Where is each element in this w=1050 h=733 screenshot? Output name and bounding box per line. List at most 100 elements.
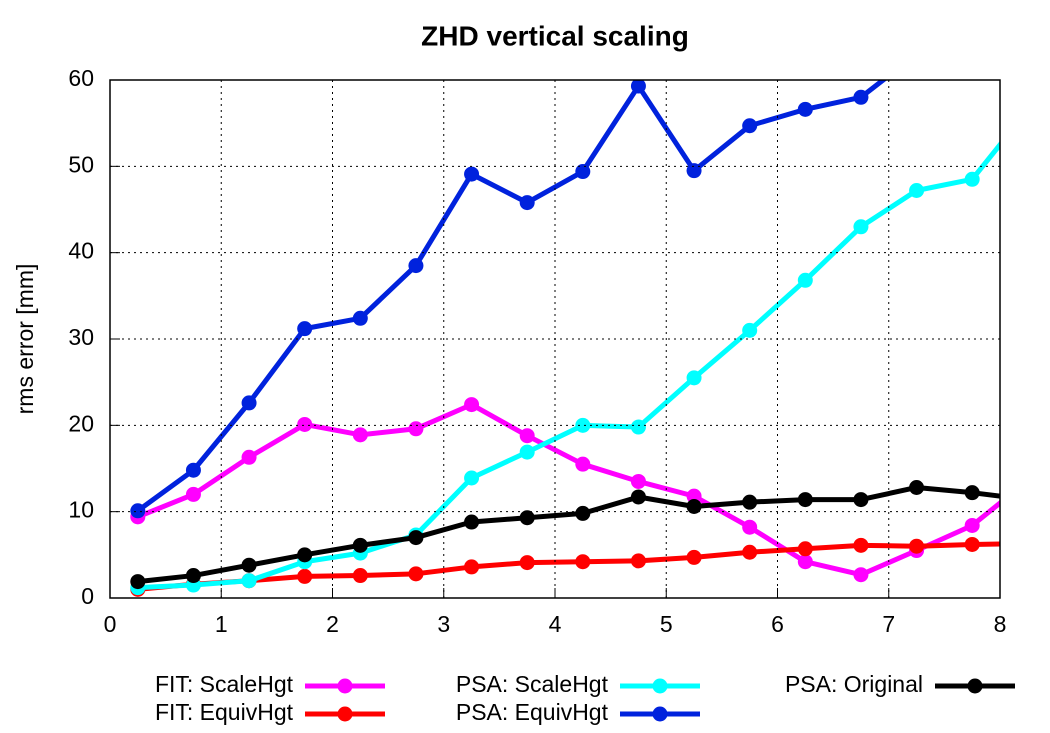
y-axis-label: rms error [mm] — [12, 264, 38, 415]
data-point — [352, 568, 368, 584]
data-point — [575, 417, 591, 433]
y-tick-label: 50 — [68, 151, 94, 177]
data-point — [853, 567, 869, 583]
data-point — [519, 444, 535, 460]
data-point — [797, 101, 813, 117]
data-point — [464, 397, 480, 413]
data-point — [1020, 492, 1035, 507]
data-point — [1020, 473, 1035, 488]
y-tick-label: 40 — [68, 238, 94, 264]
plot-frame — [109, 79, 1001, 599]
data-point — [464, 166, 480, 182]
data-point — [575, 505, 591, 521]
data-point — [130, 503, 146, 519]
data-point — [686, 488, 702, 504]
legend-label: PSA: ScaleHgt — [456, 671, 609, 697]
x-tick-label: 7 — [882, 611, 895, 637]
legend-label: PSA: EquivHgt — [456, 699, 609, 725]
data-point — [630, 489, 646, 505]
x-tick-label: 3 — [437, 611, 450, 637]
data-point — [241, 395, 257, 411]
legend-label: FIT: EquivHgt — [155, 699, 294, 725]
data-point — [575, 456, 591, 472]
data-point — [742, 544, 758, 560]
data-point — [630, 80, 646, 94]
data-point — [241, 557, 257, 573]
data-point — [630, 473, 646, 489]
x-tick-label: 5 — [660, 611, 673, 637]
data-point — [964, 517, 980, 533]
data-point — [575, 554, 591, 570]
data-point — [519, 428, 535, 444]
data-point — [185, 568, 201, 584]
data-point — [408, 566, 424, 582]
legend-label: PSA: Original — [785, 671, 923, 697]
legend-marker — [652, 706, 668, 722]
legend-marker — [967, 678, 983, 694]
data-point — [575, 164, 591, 180]
legend-marker — [337, 678, 353, 694]
data-point — [797, 541, 813, 557]
x-tick-label: 1 — [215, 611, 228, 637]
y-tick-label: 30 — [68, 324, 94, 350]
data-point — [742, 519, 758, 535]
data-point — [909, 47, 924, 62]
data-point — [742, 494, 758, 510]
data-point — [408, 258, 424, 274]
data-point — [185, 486, 201, 502]
data-point — [853, 219, 869, 235]
data-point — [297, 547, 313, 563]
data-point — [352, 310, 368, 326]
data-point — [297, 416, 313, 432]
data-point — [519, 510, 535, 526]
legend-marker — [652, 678, 668, 694]
legend-marker — [337, 706, 353, 722]
data-point — [241, 449, 257, 465]
data-point — [464, 514, 480, 530]
data-point — [630, 419, 646, 435]
data-point — [742, 322, 758, 338]
data-point — [297, 321, 313, 337]
data-point — [742, 118, 758, 134]
data-point — [519, 195, 535, 211]
data-point — [964, 171, 980, 187]
x-tick-label: 4 — [549, 611, 562, 637]
y-tick-label: 60 — [68, 65, 94, 91]
data-point — [909, 538, 925, 554]
plot-area — [130, 47, 1035, 597]
y-tick-label: 10 — [68, 497, 94, 523]
data-point — [797, 554, 813, 570]
chart-title: ZHD vertical scaling — [421, 20, 689, 51]
x-tick-label: 8 — [994, 611, 1007, 637]
data-point — [853, 492, 869, 508]
data-point — [241, 573, 257, 589]
data-point — [686, 370, 702, 386]
data-point — [964, 485, 980, 501]
data-point — [1020, 103, 1035, 118]
data-point — [797, 272, 813, 288]
y-tick-label: 0 — [81, 583, 94, 609]
data-point — [797, 492, 813, 508]
x-tick-label: 6 — [771, 611, 784, 637]
data-point — [686, 498, 702, 514]
data-point — [630, 553, 646, 569]
legend-label: FIT: ScaleHgt — [155, 671, 294, 697]
data-point — [909, 479, 925, 495]
data-point — [408, 421, 424, 437]
data-point — [1020, 536, 1035, 551]
data-point — [297, 568, 313, 584]
data-point — [130, 574, 146, 590]
data-point — [185, 462, 201, 478]
data-point — [464, 559, 480, 575]
data-point — [352, 537, 368, 553]
data-point — [964, 536, 980, 552]
x-tick-label: 2 — [326, 611, 339, 637]
data-point — [686, 549, 702, 565]
data-point — [464, 470, 480, 486]
data-point — [909, 183, 925, 199]
x-tick-label: 0 — [104, 611, 117, 637]
data-point — [352, 427, 368, 443]
data-point — [519, 555, 535, 571]
data-point — [853, 89, 869, 105]
